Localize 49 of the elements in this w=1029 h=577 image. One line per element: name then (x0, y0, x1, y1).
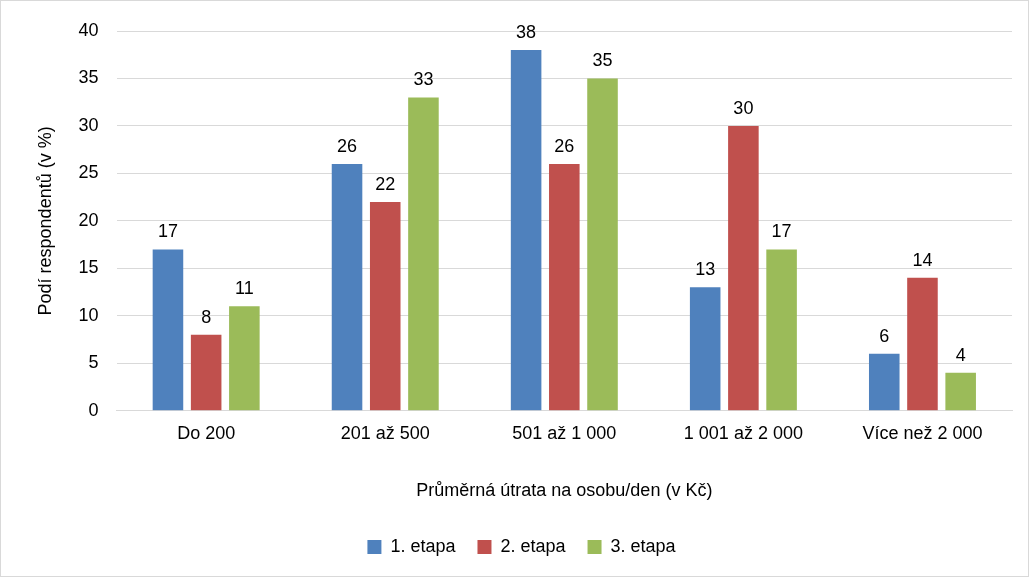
data-label: 30 (733, 97, 754, 118)
data-label: 6 (879, 325, 890, 346)
legend-label: 1. etapa (390, 535, 457, 556)
y-tick-label: 20 (78, 209, 99, 230)
y-tick-label: 15 (78, 257, 99, 278)
y-tick-label: 35 (78, 67, 99, 88)
bar (907, 277, 938, 411)
data-label: 26 (554, 135, 575, 156)
y-tick-label: 10 (78, 304, 99, 325)
bar (229, 306, 260, 411)
bar (331, 163, 363, 411)
bar (587, 78, 618, 411)
x-tick-label: 201 až 500 (340, 422, 430, 443)
data-label: 13 (695, 259, 716, 280)
data-label: 14 (912, 249, 933, 270)
bar (408, 97, 439, 411)
y-axis-title: Podí respondentů (v %) (34, 126, 55, 316)
bar (549, 163, 580, 411)
data-label: 33 (413, 69, 434, 90)
x-axis-title: Průměrná útrata na osobu/den (v Kč) (416, 480, 713, 501)
bar (190, 334, 222, 411)
bar (689, 287, 721, 411)
y-tick-label: 30 (78, 114, 99, 135)
data-label: 4 (955, 344, 966, 365)
data-label: 17 (157, 221, 178, 242)
bar (152, 249, 184, 411)
y-tick-label: 5 (88, 352, 99, 373)
data-label: 35 (592, 50, 613, 71)
y-tick-label: 25 (78, 162, 99, 183)
bar (369, 201, 401, 411)
bar (510, 49, 542, 411)
data-label: 22 (375, 173, 396, 194)
x-tick-label: 501 až 1 000 (512, 422, 617, 443)
y-tick-label: 0 (88, 399, 99, 420)
bar (766, 249, 797, 411)
data-label: 38 (516, 21, 537, 42)
data-label: 26 (337, 135, 358, 156)
legend-label: 2. etapa (500, 535, 567, 556)
data-label: 11 (235, 278, 254, 299)
x-tick-label: 1 001 až 2 000 (683, 422, 803, 443)
x-tick-label: Více než 2 000 (862, 422, 983, 443)
bar (945, 372, 976, 411)
data-label: 17 (771, 221, 792, 242)
legend-label: 3. etapa (610, 535, 677, 556)
bar (868, 353, 900, 411)
y-tick-label: 40 (78, 19, 99, 40)
bar (728, 125, 759, 411)
data-label: 8 (201, 306, 212, 327)
x-tick-label: Do 200 (177, 422, 236, 443)
